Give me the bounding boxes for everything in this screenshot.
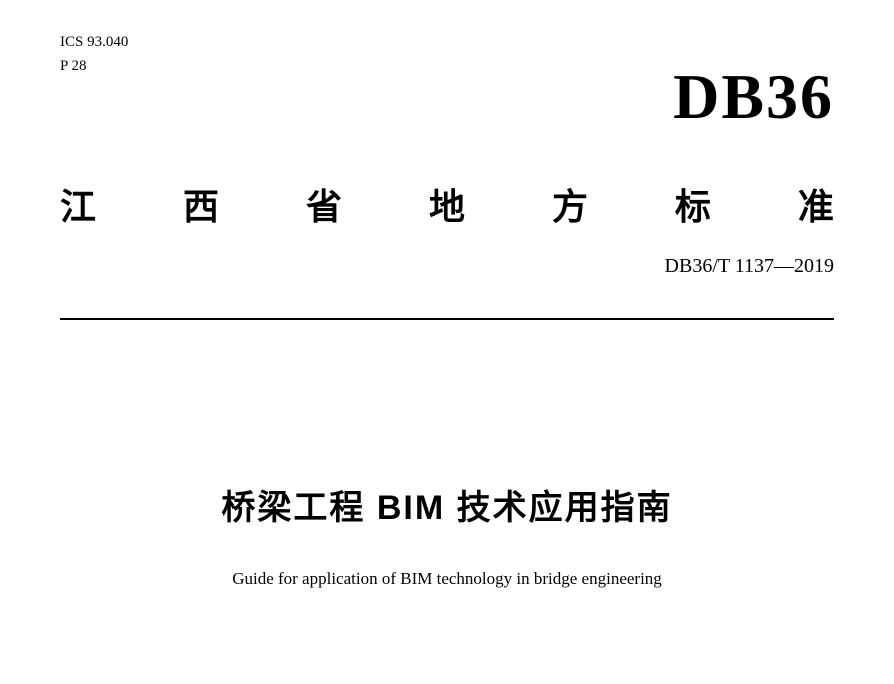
- standard-type-char: 西: [183, 178, 219, 230]
- standard-type-char: 准: [798, 178, 834, 230]
- english-title: Guide for application of BIM technology …: [60, 569, 834, 589]
- standard-number: DB36/T 1137—2019: [60, 255, 834, 278]
- main-title: 桥梁工程 BIM 技术应用指南: [60, 480, 834, 529]
- standard-type-char: 地: [429, 178, 465, 230]
- standard-type-char: 江: [60, 178, 96, 230]
- standard-type-char: 方: [552, 178, 588, 230]
- divider-line: [60, 318, 834, 320]
- ics-code: ICS 93.040: [60, 30, 834, 54]
- standard-type-char: 省: [306, 178, 342, 230]
- standard-logo: DB36: [673, 60, 834, 134]
- standard-type-heading: 江 西 省 地 方 标 准: [60, 178, 834, 230]
- standard-type-char: 标: [675, 178, 711, 230]
